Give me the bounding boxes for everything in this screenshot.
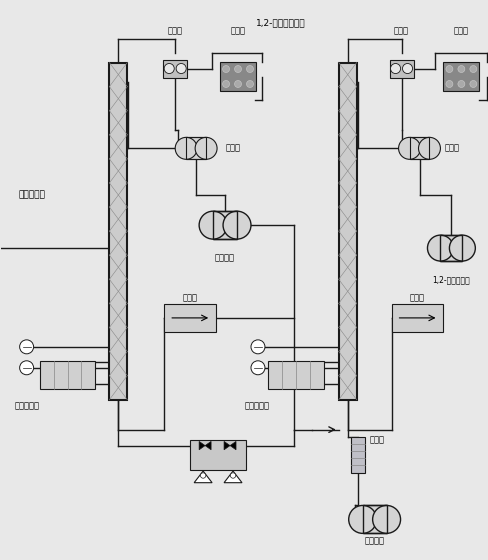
Bar	[186, 137, 205, 159]
Text: 塔底再沸器: 塔底再沸器	[15, 401, 40, 410]
Ellipse shape	[418, 137, 440, 159]
Circle shape	[250, 340, 264, 354]
Text: 回流泵: 回流泵	[183, 293, 197, 302]
Text: 回流泵: 回流泵	[409, 293, 424, 302]
Bar	[408, 137, 428, 159]
Circle shape	[246, 66, 253, 72]
Ellipse shape	[195, 137, 217, 159]
Circle shape	[469, 66, 476, 72]
Text: 冷凝器: 冷凝器	[393, 26, 408, 35]
Bar	[408, 137, 428, 159]
Ellipse shape	[448, 235, 474, 261]
Ellipse shape	[398, 137, 420, 159]
Circle shape	[230, 473, 235, 478]
Circle shape	[234, 66, 241, 72]
Circle shape	[402, 63, 412, 73]
Text: 冷凝器: 冷凝器	[167, 26, 183, 35]
Circle shape	[234, 81, 241, 87]
Bar	[163, 59, 187, 77]
Bar	[389, 59, 413, 77]
Bar	[213, 211, 237, 239]
Bar	[40, 361, 95, 389]
Polygon shape	[224, 471, 242, 483]
Bar	[443, 62, 478, 91]
Circle shape	[20, 361, 34, 375]
Text: 回流罐: 回流罐	[444, 144, 459, 153]
Ellipse shape	[175, 137, 197, 159]
Circle shape	[469, 81, 476, 87]
Bar	[440, 235, 462, 261]
Circle shape	[445, 81, 452, 87]
Bar	[186, 137, 205, 159]
Polygon shape	[204, 441, 211, 450]
Circle shape	[164, 63, 174, 73]
Bar	[362, 506, 386, 533]
Text: 1,2-丁二醇储罐: 1,2-丁二醇储罐	[432, 276, 469, 284]
Circle shape	[250, 361, 264, 375]
Circle shape	[200, 473, 205, 478]
Circle shape	[222, 66, 229, 72]
Text: 冷却器: 冷却器	[369, 435, 384, 444]
Bar	[220, 62, 255, 91]
Bar	[440, 235, 462, 261]
Circle shape	[390, 63, 400, 73]
Ellipse shape	[348, 506, 376, 533]
Ellipse shape	[199, 211, 226, 239]
Polygon shape	[199, 441, 204, 450]
Circle shape	[176, 63, 186, 73]
Polygon shape	[194, 471, 212, 483]
Text: 塔釜储罐: 塔釜储罐	[364, 537, 384, 546]
Bar	[213, 211, 237, 239]
Circle shape	[445, 66, 452, 72]
Text: 回流罐: 回流罐	[225, 144, 241, 153]
Circle shape	[222, 81, 229, 87]
Bar	[109, 63, 127, 400]
Ellipse shape	[223, 211, 250, 239]
Text: 冷凝器: 冷凝器	[230, 26, 245, 35]
Bar	[190, 440, 245, 469]
Text: 共汸精馏塔: 共汸精馏塔	[19, 191, 45, 200]
Ellipse shape	[372, 506, 400, 533]
Bar	[338, 63, 356, 400]
Ellipse shape	[427, 235, 452, 261]
Circle shape	[246, 81, 253, 87]
Text: 冷凝器: 冷凝器	[453, 26, 468, 35]
Circle shape	[457, 81, 464, 87]
Text: 1,2-丁二醇精馏塔: 1,2-丁二醇精馏塔	[255, 18, 305, 27]
Bar	[164, 304, 216, 332]
Text: 塔顶储罐: 塔顶储罐	[215, 254, 235, 263]
Polygon shape	[224, 441, 229, 450]
Circle shape	[20, 340, 34, 354]
Bar	[350, 437, 364, 473]
Polygon shape	[229, 441, 236, 450]
Bar	[362, 506, 386, 533]
Bar	[267, 361, 323, 389]
Text: 塔底再沸器: 塔底再沸器	[244, 401, 269, 410]
Bar	[391, 304, 443, 332]
Circle shape	[457, 66, 464, 72]
